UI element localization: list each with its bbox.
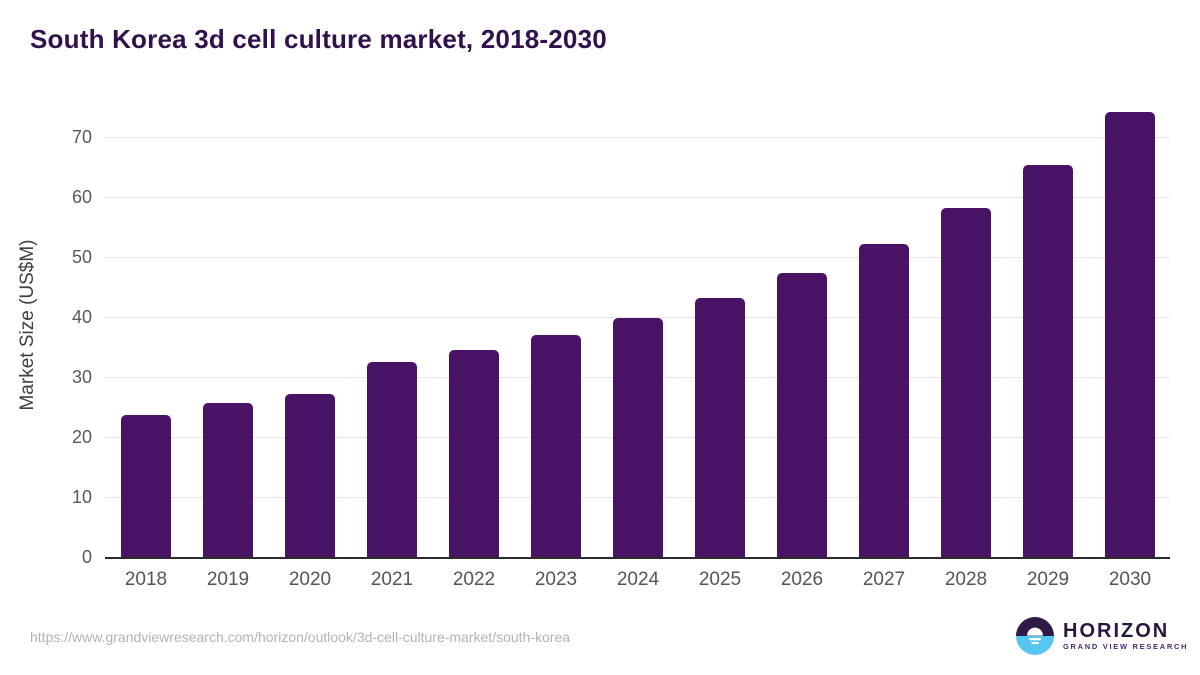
y-tick-label-40: 40 [71, 307, 92, 327]
horizon-logo: HORIZON GRAND VIEW RESEARCH [1016, 617, 1188, 655]
bar-2023 [531, 335, 581, 557]
x-tick-label-2024: 2024 [616, 569, 660, 590]
x-tick-label-2026: 2026 [780, 569, 824, 590]
bar-2021 [367, 362, 417, 557]
y-tick-label-60: 60 [71, 187, 92, 207]
y-tick-label-70: 70 [71, 127, 92, 147]
bar-2022 [449, 350, 499, 557]
x-tick-label-2021: 2021 [370, 569, 414, 590]
x-tick-label-2028: 2028 [944, 569, 988, 590]
y-tick-label-50: 50 [71, 247, 92, 267]
bar-2030 [1105, 111, 1155, 557]
x-tick-label-2023: 2023 [534, 569, 578, 590]
bar-2019 [203, 403, 253, 557]
bar-2020 [285, 394, 335, 557]
gridline-y-70 [105, 137, 1170, 138]
logo-subtitle: GRAND VIEW RESEARCH [1063, 642, 1189, 651]
page-title: South Korea 3d cell culture market, 2018… [30, 24, 607, 54]
sunset-horizon-icon [1016, 617, 1054, 655]
bar-2018 [121, 414, 171, 557]
bar-2028 [941, 208, 991, 557]
bar-2025 [695, 298, 745, 557]
bar-2026 [777, 273, 827, 557]
gridline-y-60 [105, 197, 1170, 198]
y-tick-label-10: 10 [71, 487, 92, 507]
logo-name: HORIZON [1063, 620, 1170, 642]
logo-text-block: HORIZON GRAND VIEW RESEARCH [1063, 620, 1188, 652]
y-tick-label-20: 20 [71, 427, 92, 447]
bar-2029 [1023, 165, 1073, 557]
x-tick-label-2019: 2019 [206, 569, 250, 590]
y-tick-label-0: 0 [81, 547, 92, 567]
x-tick-label-2030: 2030 [1108, 569, 1152, 590]
x-tick-label-2022: 2022 [452, 569, 496, 590]
bar-2024 [613, 318, 663, 557]
y-tick-label-30: 30 [71, 367, 92, 387]
x-tick-label-2020: 2020 [288, 569, 332, 590]
x-tick-label-2025: 2025 [698, 569, 742, 590]
source-url: https://www.grandviewresearch.com/horizo… [30, 629, 571, 645]
y-axis-label: Market Size (US$M) [17, 239, 38, 411]
x-axis-line [105, 557, 1170, 559]
x-tick-label-2029: 2029 [1026, 569, 1070, 590]
gridline-y-50 [105, 257, 1170, 258]
bar-2027 [859, 244, 909, 557]
x-tick-label-2018: 2018 [124, 569, 168, 590]
gridline-y-40 [105, 317, 1170, 318]
x-tick-label-2027: 2027 [862, 569, 906, 590]
